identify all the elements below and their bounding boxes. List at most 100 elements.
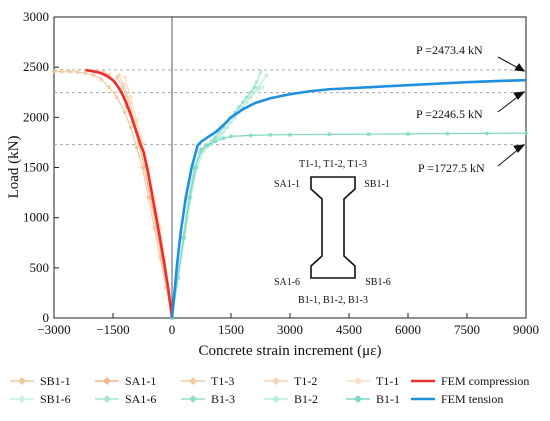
diagram-left-bottom: SA1-6 (274, 277, 300, 288)
legend-label: SA1-1 (125, 374, 156, 388)
data-point (83, 71, 88, 76)
legend-marker (272, 377, 280, 385)
x-tick-label: 3000 (277, 322, 303, 337)
section-diagram: T1-1, T1-2, T1-3 SA1-1 SB1-1 SA1-6 SB1-6… (274, 159, 391, 306)
data-point (116, 73, 121, 78)
data-point (229, 134, 233, 139)
reference-lines (54, 69, 526, 146)
y-tick-label: 0 (43, 310, 50, 325)
series-line-t1-2 (118, 74, 173, 319)
data-point (244, 95, 249, 100)
data-point (248, 95, 253, 100)
legend-marker (103, 377, 111, 385)
x-tick-label: 7500 (454, 322, 480, 337)
data-point (248, 133, 253, 138)
data-point (134, 117, 139, 122)
data-point (122, 110, 127, 115)
legend: SB1-1 SA1-1 T1-3 T1-2 T1-1 FEM compression SB1… (10, 374, 529, 406)
legend-label: B1-1 (376, 392, 400, 406)
data-point (128, 95, 133, 100)
legend-marker (354, 395, 362, 403)
legend-marker (272, 395, 280, 403)
data-point (236, 105, 241, 110)
data-point (127, 100, 132, 105)
data-point (114, 95, 119, 100)
y-tick-label: 3000 (23, 9, 49, 24)
y-tick-label: 1000 (23, 210, 49, 225)
annotation-p1: P =2473.4 kN (416, 43, 483, 57)
annotation-p3: P =1727.5 kN (418, 161, 485, 175)
data-point (484, 131, 489, 136)
data-point (122, 75, 127, 80)
data-point (75, 70, 80, 75)
legend-marker (103, 395, 111, 403)
legend-label: FEM compression (441, 374, 529, 388)
data-point (99, 77, 104, 82)
diagram-right-bottom: SB1-6 (365, 277, 391, 288)
data-point (254, 80, 259, 85)
data-point (128, 125, 133, 130)
series-line-fem-compression (85, 68, 174, 319)
annotation-arrows (497, 56, 526, 167)
y-axis-ticks: 0 500 1000 1500 2000 2500 3000 (23, 9, 59, 325)
y-tick-label: 2500 (23, 59, 49, 74)
data-point (199, 147, 204, 152)
x-axis-ticks: −3000 −1500 0 1500 3000 4500 6000 7500 9000 (37, 313, 539, 337)
diagram-top-label: T1-1, T1-2, T1-3 (299, 159, 367, 170)
legend-label: T1-3 (211, 374, 234, 388)
series-group (52, 68, 528, 320)
data-point (134, 145, 139, 150)
legend-label: B1-3 (211, 392, 235, 406)
legend-marker (18, 377, 26, 385)
x-tick-label: 9000 (513, 322, 539, 337)
diagram-bottom-label: B1-1, B1-2, B1-3 (298, 295, 368, 306)
x-tick-label: −3000 (37, 322, 70, 337)
data-point (268, 132, 273, 137)
legend-label: SB1-1 (40, 374, 71, 388)
data-point (181, 235, 186, 240)
data-point (258, 70, 263, 75)
series-line-sa1-1 (102, 71, 173, 319)
legend-label: SB1-6 (40, 392, 71, 406)
legend-label: SA1-6 (125, 392, 156, 406)
x-tick-label: −1500 (96, 322, 129, 337)
series-line-fem-tension (170, 78, 527, 319)
legend-label: FEM tension (441, 392, 503, 406)
data-point (107, 85, 112, 90)
data-point (193, 165, 198, 170)
annotation-p2: P =2246.5 kN (416, 107, 483, 121)
y-tick-label: 500 (30, 260, 50, 275)
data-point (91, 73, 96, 78)
data-point (221, 136, 226, 141)
data-point (524, 131, 528, 136)
data-point (187, 195, 192, 200)
data-point (52, 69, 56, 74)
legend-marker (189, 395, 197, 403)
x-tick-label: 4500 (336, 322, 362, 337)
data-point (140, 140, 145, 145)
legend-marker (18, 395, 26, 403)
data-point (225, 125, 230, 130)
data-point (327, 132, 332, 137)
i-section-outline (310, 176, 356, 279)
data-point (205, 143, 210, 148)
data-point (217, 135, 222, 140)
diagram-left-top: SA1-1 (274, 179, 300, 190)
data-point (366, 132, 371, 137)
legend-label: T1-1 (376, 374, 399, 388)
legend-label: T1-2 (294, 374, 317, 388)
x-tick-label: 1500 (218, 322, 244, 337)
data-point (260, 85, 265, 90)
data-point (59, 69, 64, 74)
x-tick-label: 6000 (395, 322, 421, 337)
data-point (213, 135, 218, 140)
diagram-right-top: SB1-1 (364, 179, 390, 190)
x-tick-label: 0 (169, 322, 176, 337)
legend-marker (189, 377, 197, 385)
data-point (445, 131, 450, 136)
data-point (252, 85, 257, 90)
data-point (122, 83, 127, 88)
y-axis-title: Load (kN) (6, 136, 22, 199)
legend-label: B1-2 (294, 392, 318, 406)
